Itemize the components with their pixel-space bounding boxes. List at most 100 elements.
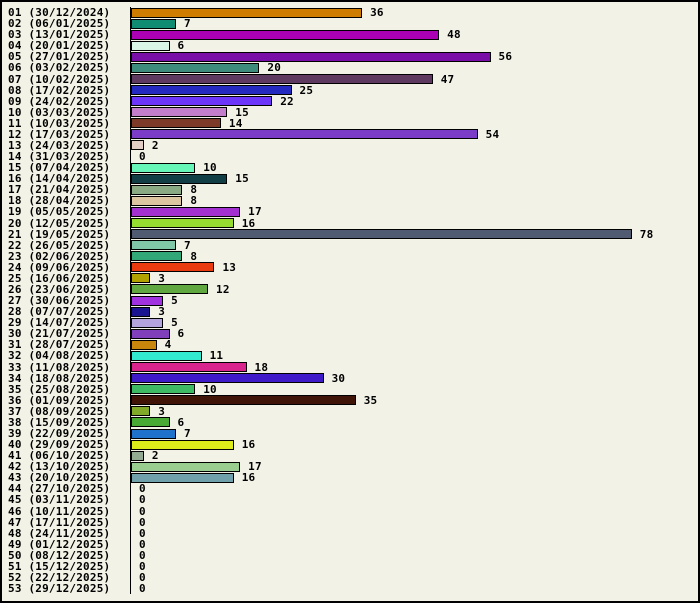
value-label: 7 (183, 238, 191, 252)
category-label: 47 (17/11/2025) (8, 515, 111, 529)
bar (131, 373, 324, 384)
category-label: 37 (08/09/2025) (8, 404, 111, 418)
chart-row: 08 (17/02/2025) 25 (2, 84, 698, 96)
value-label: 12 (216, 282, 230, 296)
bar-area: 3 (130, 272, 698, 284)
chart-row: 22 (26/05/2025) 7 (2, 238, 698, 252)
category-label: 35 (25/08/2025) (8, 382, 111, 396)
bar-area: 0 (130, 583, 698, 595)
chart-row: 27 (30/06/2025) 5 (2, 295, 698, 307)
bar-area: 11 (130, 349, 698, 363)
chart-row: 37 (08/09/2025) 3 (2, 404, 698, 418)
chart-row: 03 (13/01/2025) 48 (2, 29, 698, 41)
category-label: 31 (28/07/2025) (8, 338, 111, 352)
value-label: 11 (209, 349, 224, 363)
value-label: 10 (203, 382, 217, 396)
bar (131, 162, 196, 173)
value-label: 5 (171, 316, 178, 330)
bar (131, 350, 202, 361)
bar-area: 13 (130, 260, 698, 274)
chart-row: 01 (30/12/2024) 36 (2, 6, 698, 20)
chart-row: 10 (03/03/2025) 15 (2, 106, 698, 118)
value-label: 17 (248, 460, 262, 474)
category-label: 40 (29/09/2025) (8, 438, 111, 452)
bar-area: 22 (130, 94, 698, 108)
bar (131, 251, 183, 262)
value-label: 15 (235, 172, 249, 186)
bar (131, 450, 144, 461)
bar (131, 384, 196, 395)
bar-area: 6 (130, 40, 698, 52)
chart-row: 15 (07/04/2025) 10 (2, 162, 698, 174)
chart-row: 09 (24/02/2025) 22 (2, 94, 698, 108)
category-label: 06 (03/02/2025) (8, 61, 111, 75)
bar-area: 30 (130, 372, 698, 384)
category-label: 19 (05/05/2025) (8, 205, 111, 219)
chart-row: 21 (19/05/2025) 78 (2, 228, 698, 240)
category-label: 07 (10/02/2025) (8, 72, 111, 86)
bar-area: 0 (130, 538, 698, 550)
chart-row: 44 (27/10/2025) 0 (2, 483, 698, 495)
bar-area: 17 (130, 460, 698, 474)
value-label: 17 (248, 205, 262, 219)
bar-area: 15 (130, 106, 698, 118)
bar-area: 56 (130, 50, 698, 64)
value-label: 6 (177, 415, 185, 429)
chart-row: 25 (16/06/2025) 3 (2, 272, 698, 284)
chart-row: 40 (29/09/2025) 16 (2, 438, 698, 452)
category-label: 24 (09/06/2025) (8, 260, 111, 274)
chart-row: 50 (08/12/2025) 0 (2, 548, 698, 562)
value-label: 35 (363, 393, 378, 407)
chart-row: 28 (07/07/2025) 3 (2, 306, 698, 318)
value-label: 0 (139, 504, 146, 518)
category-label: 12 (17/03/2025) (8, 127, 111, 141)
category-label: 34 (18/08/2025) (8, 371, 111, 385)
category-label: 45 (03/11/2025) (8, 493, 111, 507)
category-label: 33 (11/08/2025) (8, 360, 111, 374)
chart-row: 04 (20/01/2025) 6 (2, 40, 698, 52)
category-label: 51 (15/12/2025) (8, 559, 111, 573)
bar-area: 8 (130, 250, 698, 262)
bar-area: 8 (130, 195, 698, 207)
bar (131, 262, 215, 273)
value-label: 22 (280, 94, 294, 108)
value-label: 14 (228, 116, 243, 130)
value-label: 0 (139, 548, 146, 562)
chart-rows: 01 (30/12/2024) 36 02 (06/01/2025) 7 03 … (2, 2, 698, 595)
category-label: 41 (06/10/2025) (8, 449, 111, 463)
bar-area: 25 (130, 84, 698, 96)
bar-area: 15 (130, 172, 698, 186)
chart-row: 48 (24/11/2025) 0 (2, 527, 698, 539)
value-label: 0 (139, 559, 146, 573)
chart-row: 35 (25/08/2025) 10 (2, 382, 698, 396)
bar-area: 16 (130, 439, 698, 451)
bar-area: 0 (130, 548, 698, 562)
bar-area: 47 (130, 73, 698, 85)
chart-row: 43 (20/10/2025) 16 (2, 471, 698, 485)
chart-row: 33 (11/08/2025) 18 (2, 360, 698, 374)
chart-row: 14 (31/03/2025) 0 (2, 151, 698, 163)
chart-row: 38 (15/09/2025) 6 (2, 415, 698, 429)
bar (131, 195, 183, 206)
chart-row: 51 (15/12/2025) 0 (2, 559, 698, 573)
value-label: 0 (139, 515, 146, 529)
bar (131, 96, 273, 107)
chart-row: 49 (01/12/2025) 0 (2, 537, 698, 551)
bar-area: 6 (130, 415, 698, 429)
category-label: 49 (01/12/2025) (8, 537, 111, 551)
bar-area: 14 (130, 116, 698, 130)
value-label: 36 (370, 6, 384, 20)
chart-row: 36 (01/09/2025) 35 (2, 393, 698, 407)
bar (131, 362, 247, 373)
bar-area: 10 (130, 382, 698, 396)
value-label: 2 (151, 449, 159, 463)
bar-area: 0 (130, 515, 698, 529)
bar-area: 0 (130, 483, 698, 495)
value-label: 13 (222, 260, 237, 274)
category-label: 43 (20/10/2025) (8, 471, 111, 485)
category-label: 38 (15/09/2025) (8, 415, 111, 429)
value-label: 56 (498, 50, 513, 64)
bar (131, 85, 292, 96)
bar (131, 395, 356, 406)
